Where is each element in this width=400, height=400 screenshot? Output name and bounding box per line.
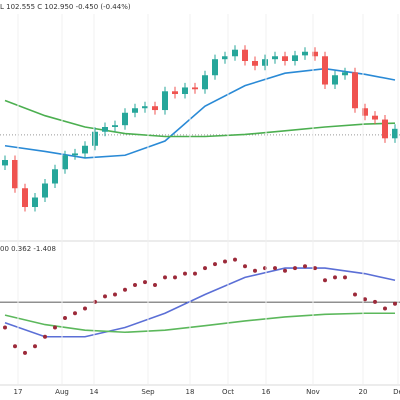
indicator-dot <box>63 316 67 320</box>
candle-body <box>12 159 18 189</box>
candle-body <box>32 197 38 208</box>
candle-body <box>62 155 68 170</box>
indicator-dot <box>73 311 77 316</box>
indicator-dot <box>103 294 107 299</box>
indicator-dot <box>33 344 37 349</box>
x-tick-label: Nov <box>306 388 320 396</box>
candle-body <box>72 153 78 156</box>
candle-body <box>222 56 228 60</box>
candle-body <box>272 56 278 60</box>
indicator-dot <box>353 292 357 297</box>
indicator-dot <box>203 266 207 271</box>
x-tick-label: 14 <box>90 388 99 396</box>
x-tick-label: 16 <box>262 388 271 396</box>
candle-body <box>362 108 368 116</box>
indicator-dot <box>83 306 87 311</box>
candle-body <box>192 87 198 90</box>
candle-body <box>2 159 8 166</box>
candle-body <box>102 127 108 132</box>
indicator-dot <box>143 280 147 285</box>
candle-body <box>142 106 148 109</box>
x-tick-label: Oct <box>222 388 234 396</box>
indicator-dot <box>243 264 247 269</box>
candle-body <box>292 55 298 62</box>
candle-body <box>342 72 348 76</box>
candle-body <box>322 56 328 85</box>
candle-body <box>212 59 218 76</box>
moving-average-line <box>4 99 396 138</box>
indicator-dot <box>293 266 297 271</box>
indicator-dot <box>313 266 317 271</box>
indicator-dot <box>133 283 137 287</box>
indicator-dot <box>343 275 347 280</box>
indicator-dot <box>193 271 197 276</box>
x-tick-label: 18 <box>186 388 195 396</box>
indicator-dot <box>23 350 27 355</box>
indicator-dot <box>283 268 287 273</box>
indicator-dot <box>213 262 217 267</box>
candle-body <box>132 108 138 113</box>
indicator-dot <box>373 299 377 304</box>
moving-average-line <box>4 312 395 334</box>
candle-body <box>252 61 258 66</box>
indicator-dot <box>13 344 17 349</box>
candle-body <box>312 51 318 57</box>
indicator-dot <box>233 257 237 262</box>
candle-body <box>42 183 48 198</box>
candle-body <box>122 112 128 126</box>
candle-body <box>172 91 178 95</box>
indicator-dot <box>273 266 277 271</box>
moving-average-line <box>4 267 396 338</box>
candle-body <box>22 188 28 208</box>
candle-body <box>182 87 188 95</box>
indicator-dot <box>43 334 47 339</box>
indicator-dot <box>3 325 7 330</box>
indicator-dot <box>363 297 367 302</box>
x-tick-label: 17 <box>14 388 23 396</box>
candle-body <box>332 75 338 85</box>
indicator-dot <box>113 292 117 297</box>
candle-body <box>152 106 158 111</box>
indicator-dot <box>153 283 157 287</box>
candle-body <box>202 75 208 90</box>
indicator-dot <box>123 287 127 292</box>
candle-body <box>372 115 378 120</box>
candle-body <box>52 169 58 184</box>
candle-body <box>92 131 98 146</box>
x-tick-label: Sep <box>141 388 155 396</box>
candle-body <box>382 119 388 139</box>
moving-average-line <box>4 67 396 159</box>
indicator-dot <box>303 264 307 269</box>
price-header: L 102.555 C 102.950 -0.450 (-0.44%) <box>0 3 131 11</box>
indicator-dot <box>163 275 167 280</box>
x-tick-label: 20 <box>359 388 368 396</box>
indicator-dot <box>393 301 397 306</box>
candle-body <box>112 125 118 127</box>
candle-body <box>282 56 288 62</box>
indicator-dot <box>53 325 57 330</box>
indicator-dot <box>323 278 327 283</box>
indicator-dot <box>383 306 387 311</box>
indicator-dot <box>183 271 187 276</box>
indicator-header: 00 0.362 -1.408 <box>0 245 56 253</box>
candle-body <box>262 59 268 66</box>
candle-body <box>162 91 168 111</box>
indicator-dot <box>333 275 337 280</box>
indicator-dot <box>173 275 177 280</box>
candle-body <box>352 72 358 109</box>
candle-body <box>302 51 308 56</box>
indicator-dot <box>253 268 257 273</box>
candle-body <box>232 49 238 57</box>
x-tick-label: De <box>393 388 400 396</box>
candle-body <box>82 145 88 154</box>
candle-body <box>392 128 398 139</box>
indicator-dot <box>223 259 227 264</box>
candle-body <box>242 49 248 62</box>
x-tick-label: Aug <box>55 388 69 396</box>
